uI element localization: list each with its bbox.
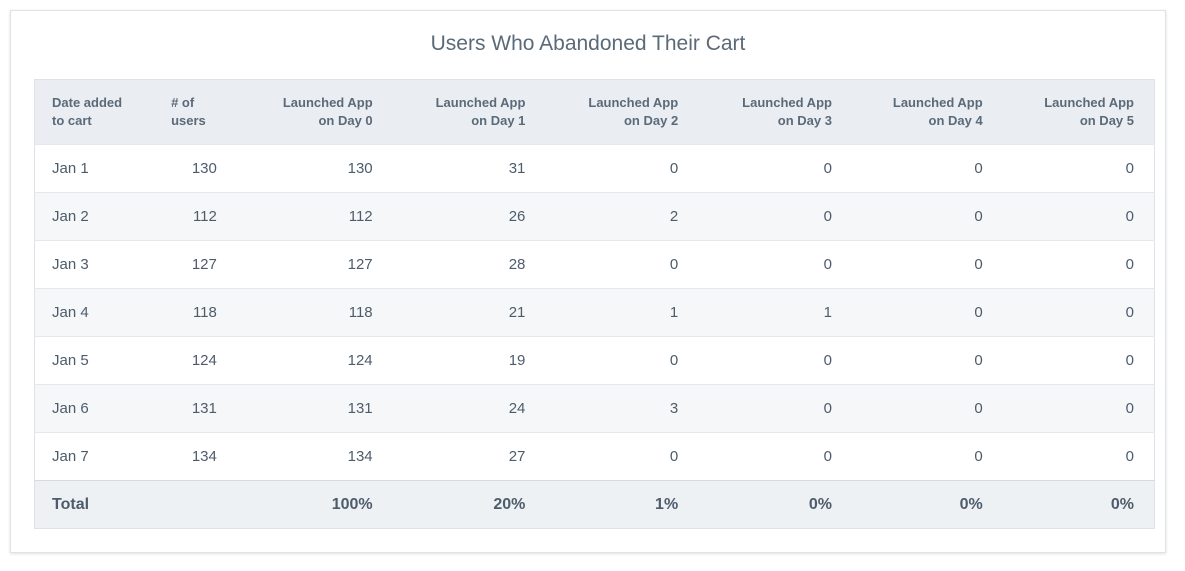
column-header: Launched App on Day 0 [239, 80, 393, 145]
table-cell: 0 [974, 400, 983, 417]
table-cell: 130 [347, 160, 373, 177]
table-cell: 0 [669, 256, 679, 273]
table-cell: 124 [347, 352, 373, 369]
table-cell: 0 [974, 256, 983, 273]
column-header-line: on Day 2 [623, 113, 679, 128]
table-cell: 0 [823, 352, 832, 369]
column-header: Launched App on Day 4 [852, 80, 1003, 145]
table-cell: 0 [823, 208, 832, 225]
total-cell: 0% [959, 495, 983, 513]
table-cell: 0 [1125, 448, 1134, 465]
table-cell: 0 [669, 352, 679, 369]
table-cell: 131 [347, 400, 373, 417]
table-cell: 0 [1125, 208, 1134, 225]
column-header-line: Launched App [588, 95, 679, 110]
column-header-line: on Day 1 [471, 113, 526, 128]
column-header-line: on Day 4 [928, 113, 983, 128]
table-cell: 24 [508, 400, 526, 417]
table-cell: 0 [1125, 256, 1134, 273]
column-header: Launched App on Day 2 [545, 80, 698, 145]
column-header-line: on Day 0 [318, 113, 373, 128]
table-row: Jan 3 127 127 28 0 0 0 0 [34, 240, 1155, 289]
column-header: Launched App on Day 1 [393, 80, 546, 145]
column-header-line: Launched App [742, 95, 832, 110]
column-header-line: Launched App [435, 95, 526, 110]
column-header: # of users [171, 80, 239, 145]
column-header-line: Launched App [1044, 95, 1134, 110]
table-cell: 28 [508, 256, 526, 273]
table-cell: 134 [347, 448, 373, 465]
table-cell: 1 [669, 304, 679, 321]
table-row: Jan 4 118 118 21 1 1 0 0 [34, 288, 1155, 337]
table-cell: 124 [191, 352, 217, 369]
table-row: Jan 6 131 131 24 3 0 0 0 [34, 384, 1155, 433]
table-cell: 31 [508, 160, 526, 177]
column-header: Launched App on Day 3 [698, 80, 852, 145]
table-cell: 0 [974, 448, 983, 465]
table-cell: 21 [508, 304, 526, 321]
table-cell: 0 [1125, 304, 1134, 321]
table-cell: 118 [348, 304, 373, 321]
row-date-cell: Jan 3 [52, 256, 89, 273]
table-cell: 1 [823, 304, 832, 321]
table-cell: 127 [191, 256, 217, 273]
row-date-cell: Jan 4 [52, 304, 89, 321]
table-cell: 130 [191, 160, 217, 177]
total-cell: 1% [655, 495, 679, 513]
cohort-table: Date added to cart # of users Launched App o… [34, 79, 1155, 529]
table-cell: 27 [508, 448, 526, 465]
table-cell: 26 [508, 208, 526, 225]
total-cell: 0% [1110, 495, 1134, 513]
total-cell: 100% [331, 495, 373, 513]
column-header-line: to cart [52, 113, 92, 128]
total-cell [171, 481, 239, 529]
table-cell: 0 [974, 160, 983, 177]
table-cell: 0 [1125, 400, 1134, 417]
table-cell: 134 [191, 448, 217, 465]
table-cell: 0 [1125, 160, 1134, 177]
column-header-line: Launched App [892, 95, 983, 110]
table-cell: 112 [348, 208, 373, 225]
row-date-cell: Jan 7 [52, 448, 89, 465]
column-header-line: on Day 3 [777, 113, 832, 128]
table-cell: 0 [1125, 352, 1134, 369]
table-row: Jan 7 134 134 27 0 0 0 0 [34, 432, 1155, 481]
row-date-cell: Jan 1 [52, 160, 89, 177]
table-row: Jan 2 112 112 26 2 0 0 0 [34, 192, 1155, 241]
row-date-cell: Jan 6 [52, 400, 89, 417]
column-header: Launched App on Day 5 [1003, 80, 1155, 145]
column-header: Date added to cart [35, 80, 172, 145]
table-cell: 127 [347, 256, 373, 273]
column-header-line: # of users [171, 95, 206, 128]
table-cell: 0 [823, 400, 832, 417]
table-cell: 112 [192, 208, 217, 225]
chart-card: Users Who Abandoned Their Cart Date adde… [10, 10, 1166, 553]
table-row: Jan 5 124 124 19 0 0 0 0 [34, 336, 1155, 385]
chart-title: Users Who Abandoned Their Cart [430, 32, 746, 55]
header-row: Date added to cart # of users Launched App o… [34, 79, 1155, 145]
table-cell: 0 [823, 160, 832, 177]
row-date-cell: Jan 5 [52, 352, 89, 369]
row-date-cell: Jan 2 [52, 208, 89, 225]
column-header-line: on Day 5 [1079, 113, 1134, 128]
table-cell: 0 [974, 304, 983, 321]
total-cell: 20% [493, 495, 526, 513]
column-header-line: Launched App [282, 95, 373, 110]
table-cell: 0 [974, 352, 983, 369]
total-cell: 0% [808, 495, 832, 513]
table-cell: 3 [669, 400, 679, 417]
table-cell: 2 [669, 208, 679, 225]
column-header-line: Date added [52, 95, 123, 110]
total-label: Total [52, 495, 90, 513]
table-cell: 0 [823, 448, 832, 465]
table-cell: 131 [191, 400, 217, 417]
table-cell: 19 [508, 352, 526, 369]
table-row: Jan 1 130 130 31 0 0 0 0 [34, 144, 1155, 193]
table-cell: 0 [669, 448, 679, 465]
table-cell: 118 [192, 304, 217, 321]
table-cell: 0 [974, 208, 983, 225]
total-row: Total 100% 20% 1% 0% 0% 0% [34, 480, 1155, 529]
table-cell: 0 [823, 256, 832, 273]
table-cell: 0 [669, 160, 679, 177]
